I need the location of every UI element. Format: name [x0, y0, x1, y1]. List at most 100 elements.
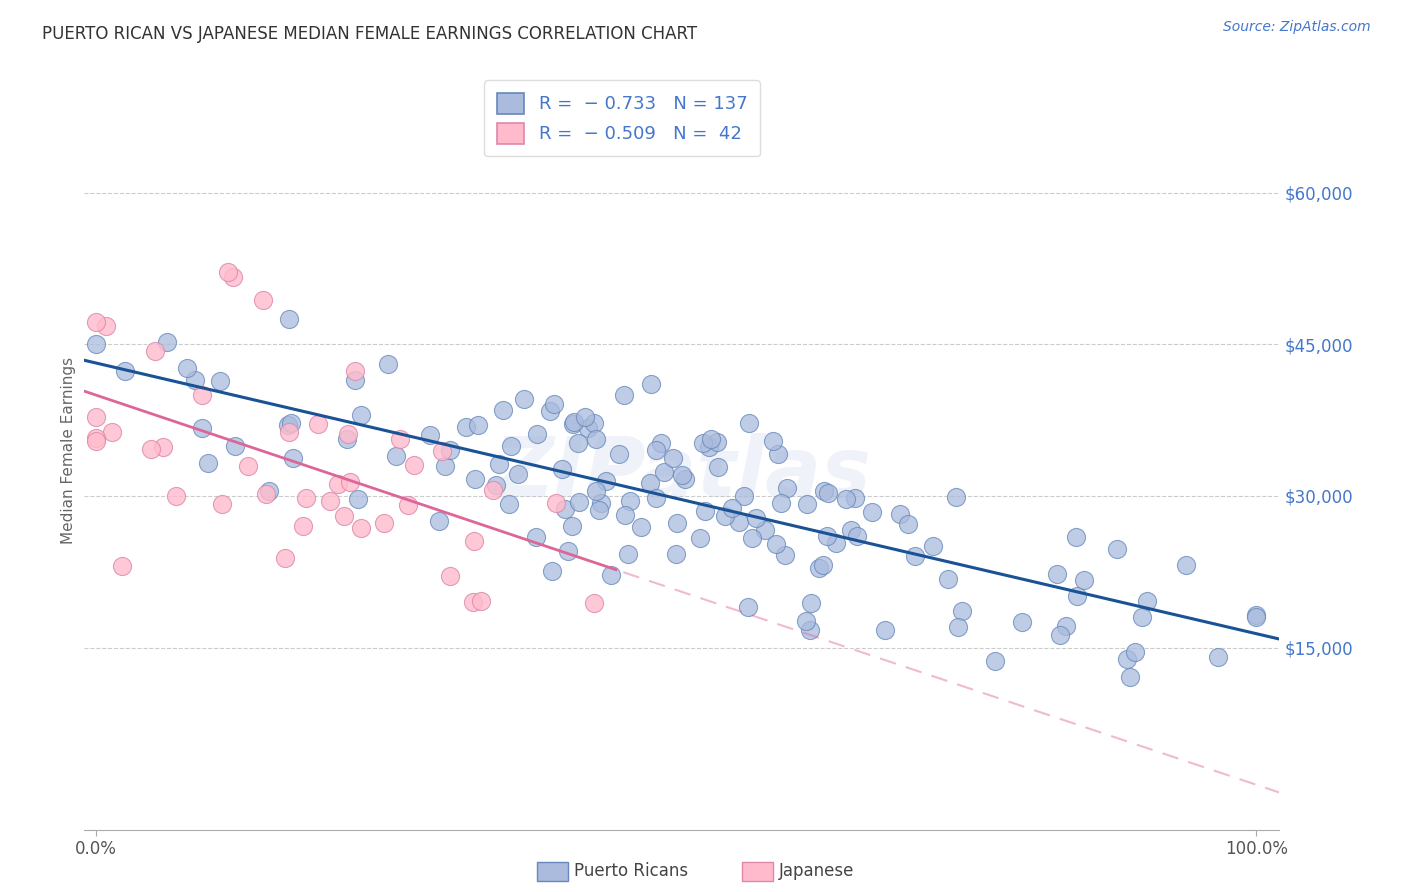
Point — [873, 624, 896, 638]
Point — [277, 418, 299, 433]
Point — [209, 374, 232, 388]
Point — [283, 450, 305, 465]
Point — [728, 516, 751, 530]
Point — [101, 425, 124, 439]
Point — [860, 505, 883, 519]
Point — [662, 451, 685, 466]
Point — [343, 373, 366, 387]
Point — [463, 533, 485, 548]
Point — [796, 497, 818, 511]
Point — [524, 531, 547, 545]
Point — [143, 343, 166, 358]
Point — [1105, 541, 1128, 556]
Point — [501, 439, 523, 453]
Point — [904, 549, 927, 563]
Point — [84, 316, 107, 330]
Point — [950, 604, 973, 618]
Point — [600, 568, 623, 582]
Point — [346, 491, 368, 506]
Point — [1046, 567, 1069, 582]
Point — [254, 487, 277, 501]
Point — [427, 514, 450, 528]
Point — [350, 521, 373, 535]
Point — [583, 596, 606, 610]
Point — [617, 547, 640, 561]
Point — [1054, 618, 1077, 632]
Point — [754, 523, 776, 537]
Point — [613, 388, 636, 402]
Point — [402, 458, 425, 472]
Point — [825, 536, 848, 550]
Point — [307, 417, 329, 432]
Point — [373, 516, 395, 530]
Point — [336, 432, 359, 446]
Point — [439, 442, 461, 457]
Point — [211, 497, 233, 511]
Point — [419, 428, 441, 442]
Point — [84, 410, 107, 425]
Point — [652, 465, 675, 479]
Point — [607, 446, 630, 460]
Point — [671, 467, 693, 482]
Point — [184, 373, 207, 387]
Point — [706, 435, 728, 450]
Point — [733, 489, 755, 503]
Point — [693, 504, 716, 518]
Point — [222, 270, 245, 285]
Point — [550, 462, 572, 476]
Point — [936, 572, 959, 586]
Point — [714, 508, 737, 523]
Point — [983, 654, 1005, 668]
Point — [945, 490, 967, 504]
Point — [1136, 594, 1159, 608]
Point — [692, 436, 714, 450]
Point — [139, 442, 162, 456]
Point — [430, 443, 453, 458]
Point — [492, 402, 515, 417]
Point — [1066, 589, 1088, 603]
Point — [644, 442, 666, 457]
Point — [741, 532, 763, 546]
Point — [343, 364, 366, 378]
Point — [84, 431, 107, 445]
Point — [165, 489, 187, 503]
Point — [1132, 610, 1154, 624]
Point — [544, 496, 567, 510]
Point — [540, 564, 562, 578]
Point — [513, 392, 536, 406]
Point — [470, 593, 492, 607]
Point — [328, 477, 350, 491]
Point — [339, 475, 361, 489]
Point — [897, 516, 920, 531]
Point — [543, 397, 565, 411]
Point — [377, 357, 399, 371]
Point — [808, 561, 831, 575]
Point — [526, 427, 548, 442]
Point — [84, 434, 107, 448]
Point — [768, 447, 790, 461]
Point — [1175, 558, 1198, 572]
Point — [799, 623, 821, 637]
Text: Source: ZipAtlas.com: Source: ZipAtlas.com — [1223, 20, 1371, 34]
Point — [737, 599, 759, 614]
Point — [396, 498, 419, 512]
Point — [454, 419, 477, 434]
Point — [1123, 645, 1146, 659]
Point — [588, 503, 610, 517]
Point — [800, 596, 823, 610]
Text: PUERTO RICAN VS JAPANESE MEDIAN FEMALE EARNINGS CORRELATION CHART: PUERTO RICAN VS JAPANESE MEDIAN FEMALE E… — [42, 25, 697, 43]
Point — [336, 427, 359, 442]
Legend: R =  −⁠ 0.733   N = 137, R =  −⁠ 0.509   N =  42: R = −⁠ 0.733 N = 137, R = −⁠ 0.509 N = 4… — [485, 80, 759, 156]
Point — [1116, 652, 1139, 666]
Point — [197, 456, 219, 470]
Point — [464, 472, 486, 486]
Point — [589, 496, 612, 510]
Point — [278, 425, 301, 439]
Point — [794, 614, 817, 628]
Point — [156, 334, 179, 349]
Point — [278, 312, 301, 326]
Point — [485, 478, 508, 492]
Point — [946, 620, 969, 634]
Point — [1118, 670, 1140, 684]
Point — [773, 549, 796, 563]
